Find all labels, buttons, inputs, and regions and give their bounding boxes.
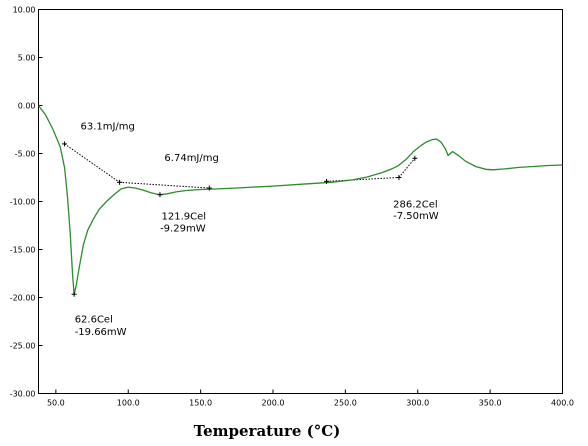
annotations: 63.1mJ/mg 6.74mJ/mg 121.9Cel-9.29mW 62.6Cel… — [75, 122, 439, 338]
y-tick-label: -25.00 — [10, 342, 36, 351]
marker-cross — [412, 155, 418, 161]
axis-ticks: 10.00 5.00 0.00 -5.00 -10.00 -15.00 -20.00 -25.… — [10, 6, 574, 408]
y-tick-label: -15.00 — [10, 246, 36, 255]
y-tick-label: -5.00 — [15, 150, 36, 159]
marker-cross — [71, 291, 77, 297]
annotation-label: -7.50mW — [393, 211, 439, 222]
marker-cross — [62, 141, 68, 147]
x-tick-label: 100.0 — [117, 399, 140, 408]
x-tick-label: 400.0 — [551, 399, 574, 408]
curve-markers — [62, 141, 418, 297]
y-tick-label: -10.00 — [10, 198, 36, 207]
baselines — [64, 143, 416, 189]
annotation-label: -9.29mW — [160, 223, 206, 234]
y-tick-label: 0.00 — [18, 102, 36, 111]
x-tick-label: 200.0 — [262, 399, 285, 408]
marker-cross — [206, 185, 212, 191]
annotation-label: 286.2Cel — [393, 199, 438, 210]
integration-baseline — [326, 177, 399, 182]
y-tick-label: -20.00 — [10, 294, 36, 303]
x-tick-label: 50.0 — [47, 399, 65, 408]
x-tick-label: 250.0 — [334, 399, 357, 408]
marker-cross — [324, 178, 330, 184]
integration-baseline — [64, 143, 120, 183]
annotation-label: 121.9Cel — [162, 212, 207, 223]
y-tick-label: 5.00 — [18, 54, 36, 63]
annotation-label: 62.6Cel — [75, 314, 113, 325]
x-tick-label: 350.0 — [479, 399, 502, 408]
annotation-label: 63.1mJ/mg — [80, 122, 134, 133]
y-tick-label: -30.00 — [10, 390, 36, 399]
y-tick-label: 10.00 — [13, 6, 36, 15]
x-axis-label: Temperature (°C) — [194, 422, 341, 440]
x-tick-label: 300.0 — [406, 399, 429, 408]
marker-cross — [157, 192, 163, 198]
annotation-label: 6.74mJ/mg — [164, 153, 218, 164]
heat-flow-curve — [37, 105, 563, 295]
annotation-label: -19.66mW — [75, 327, 127, 338]
integration-baseline — [398, 157, 416, 178]
marker-cross — [117, 179, 123, 185]
x-tick-label: 150.0 — [189, 399, 212, 408]
marker-cross — [396, 175, 402, 180]
